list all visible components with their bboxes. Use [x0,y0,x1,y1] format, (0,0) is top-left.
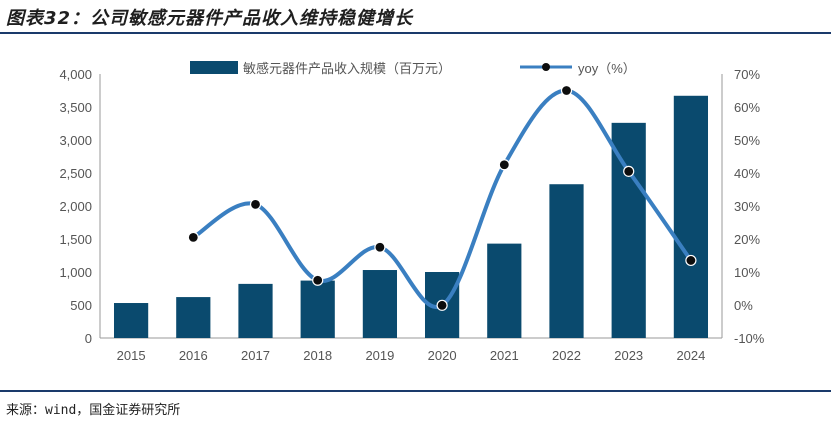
right-tick-label: 40% [734,166,760,181]
right-tick-label: 30% [734,199,760,214]
yoy-point-2018 [312,274,324,286]
left-tick-label: 500 [70,298,92,313]
left-tick-label: 1,500 [59,232,92,247]
yoy-point-2020 [436,299,448,311]
yoy-line [192,88,693,310]
left-tick-label: 3,500 [59,100,92,115]
legend-bar-swatch [190,61,238,74]
left-tick-label: 2,500 [59,166,92,181]
x-tick-label: 2018 [303,348,332,363]
chart-legend: 敏感元器件产品收入规模（百万元） yoy（%） [190,61,636,76]
right-tick-label: 0% [734,298,753,313]
right-tick-label: 50% [734,133,760,148]
tick-labels: 0 500 1,000 1,500 2,000 2,500 3,000 3,500 4,000 -… [59,67,764,363]
bar-series [113,95,709,338]
yoy-point-2021 [498,159,510,171]
left-tick-label: 2,000 [59,199,92,214]
left-tick-label: 3,000 [59,133,92,148]
yoy-point-2022 [560,84,573,97]
x-tick-label: 2016 [179,348,208,363]
source-divider [0,390,831,392]
right-tick-label: -10% [734,331,765,346]
x-tick-label: 2024 [676,348,705,363]
bar-2015 [113,303,149,338]
bar-2017 [238,283,273,338]
yoy-point-2019 [374,241,386,253]
x-tick-label: 2021 [490,348,519,363]
bar-2021 [487,243,522,338]
yoy-point-2024 [685,254,697,267]
legend-line-marker [542,63,550,71]
bar-2016 [176,297,211,338]
yoy-point-2016 [187,231,199,243]
right-tick-label: 70% [734,67,760,82]
bar-2019 [362,270,398,338]
right-tick-label: 20% [734,232,760,247]
bar-2018 [300,280,335,338]
left-tick-label: 4,000 [59,67,92,82]
yoy-point-2017 [249,198,262,210]
bar-2024 [673,95,709,338]
bar-2022 [549,184,584,338]
left-tick-label: 1,000 [59,265,92,280]
yoy-point-2023 [623,165,635,177]
x-tick-label: 2015 [117,348,146,363]
source-note: 来源：wind，国金证券研究所 [6,403,181,418]
x-tick-label: 2023 [614,348,643,363]
right-tick-label: 10% [734,265,760,280]
bar-2023 [611,122,646,338]
yoy-line-series [187,84,697,311]
title-divider [0,32,831,34]
right-tick-label: 60% [734,100,760,115]
legend-bar-label: 敏感元器件产品收入规模（百万元） [243,61,451,76]
x-tick-label: 2017 [241,348,270,363]
x-tick-label: 2019 [365,348,394,363]
left-tick-label: 0 [85,331,92,346]
x-tick-label: 2022 [552,348,581,363]
x-tick-label: 2020 [428,348,457,363]
legend-line-label: yoy（%） [578,61,636,76]
figure-title: 图表32：公司敏感元器件产品收入维持稳健增长 [6,8,414,29]
